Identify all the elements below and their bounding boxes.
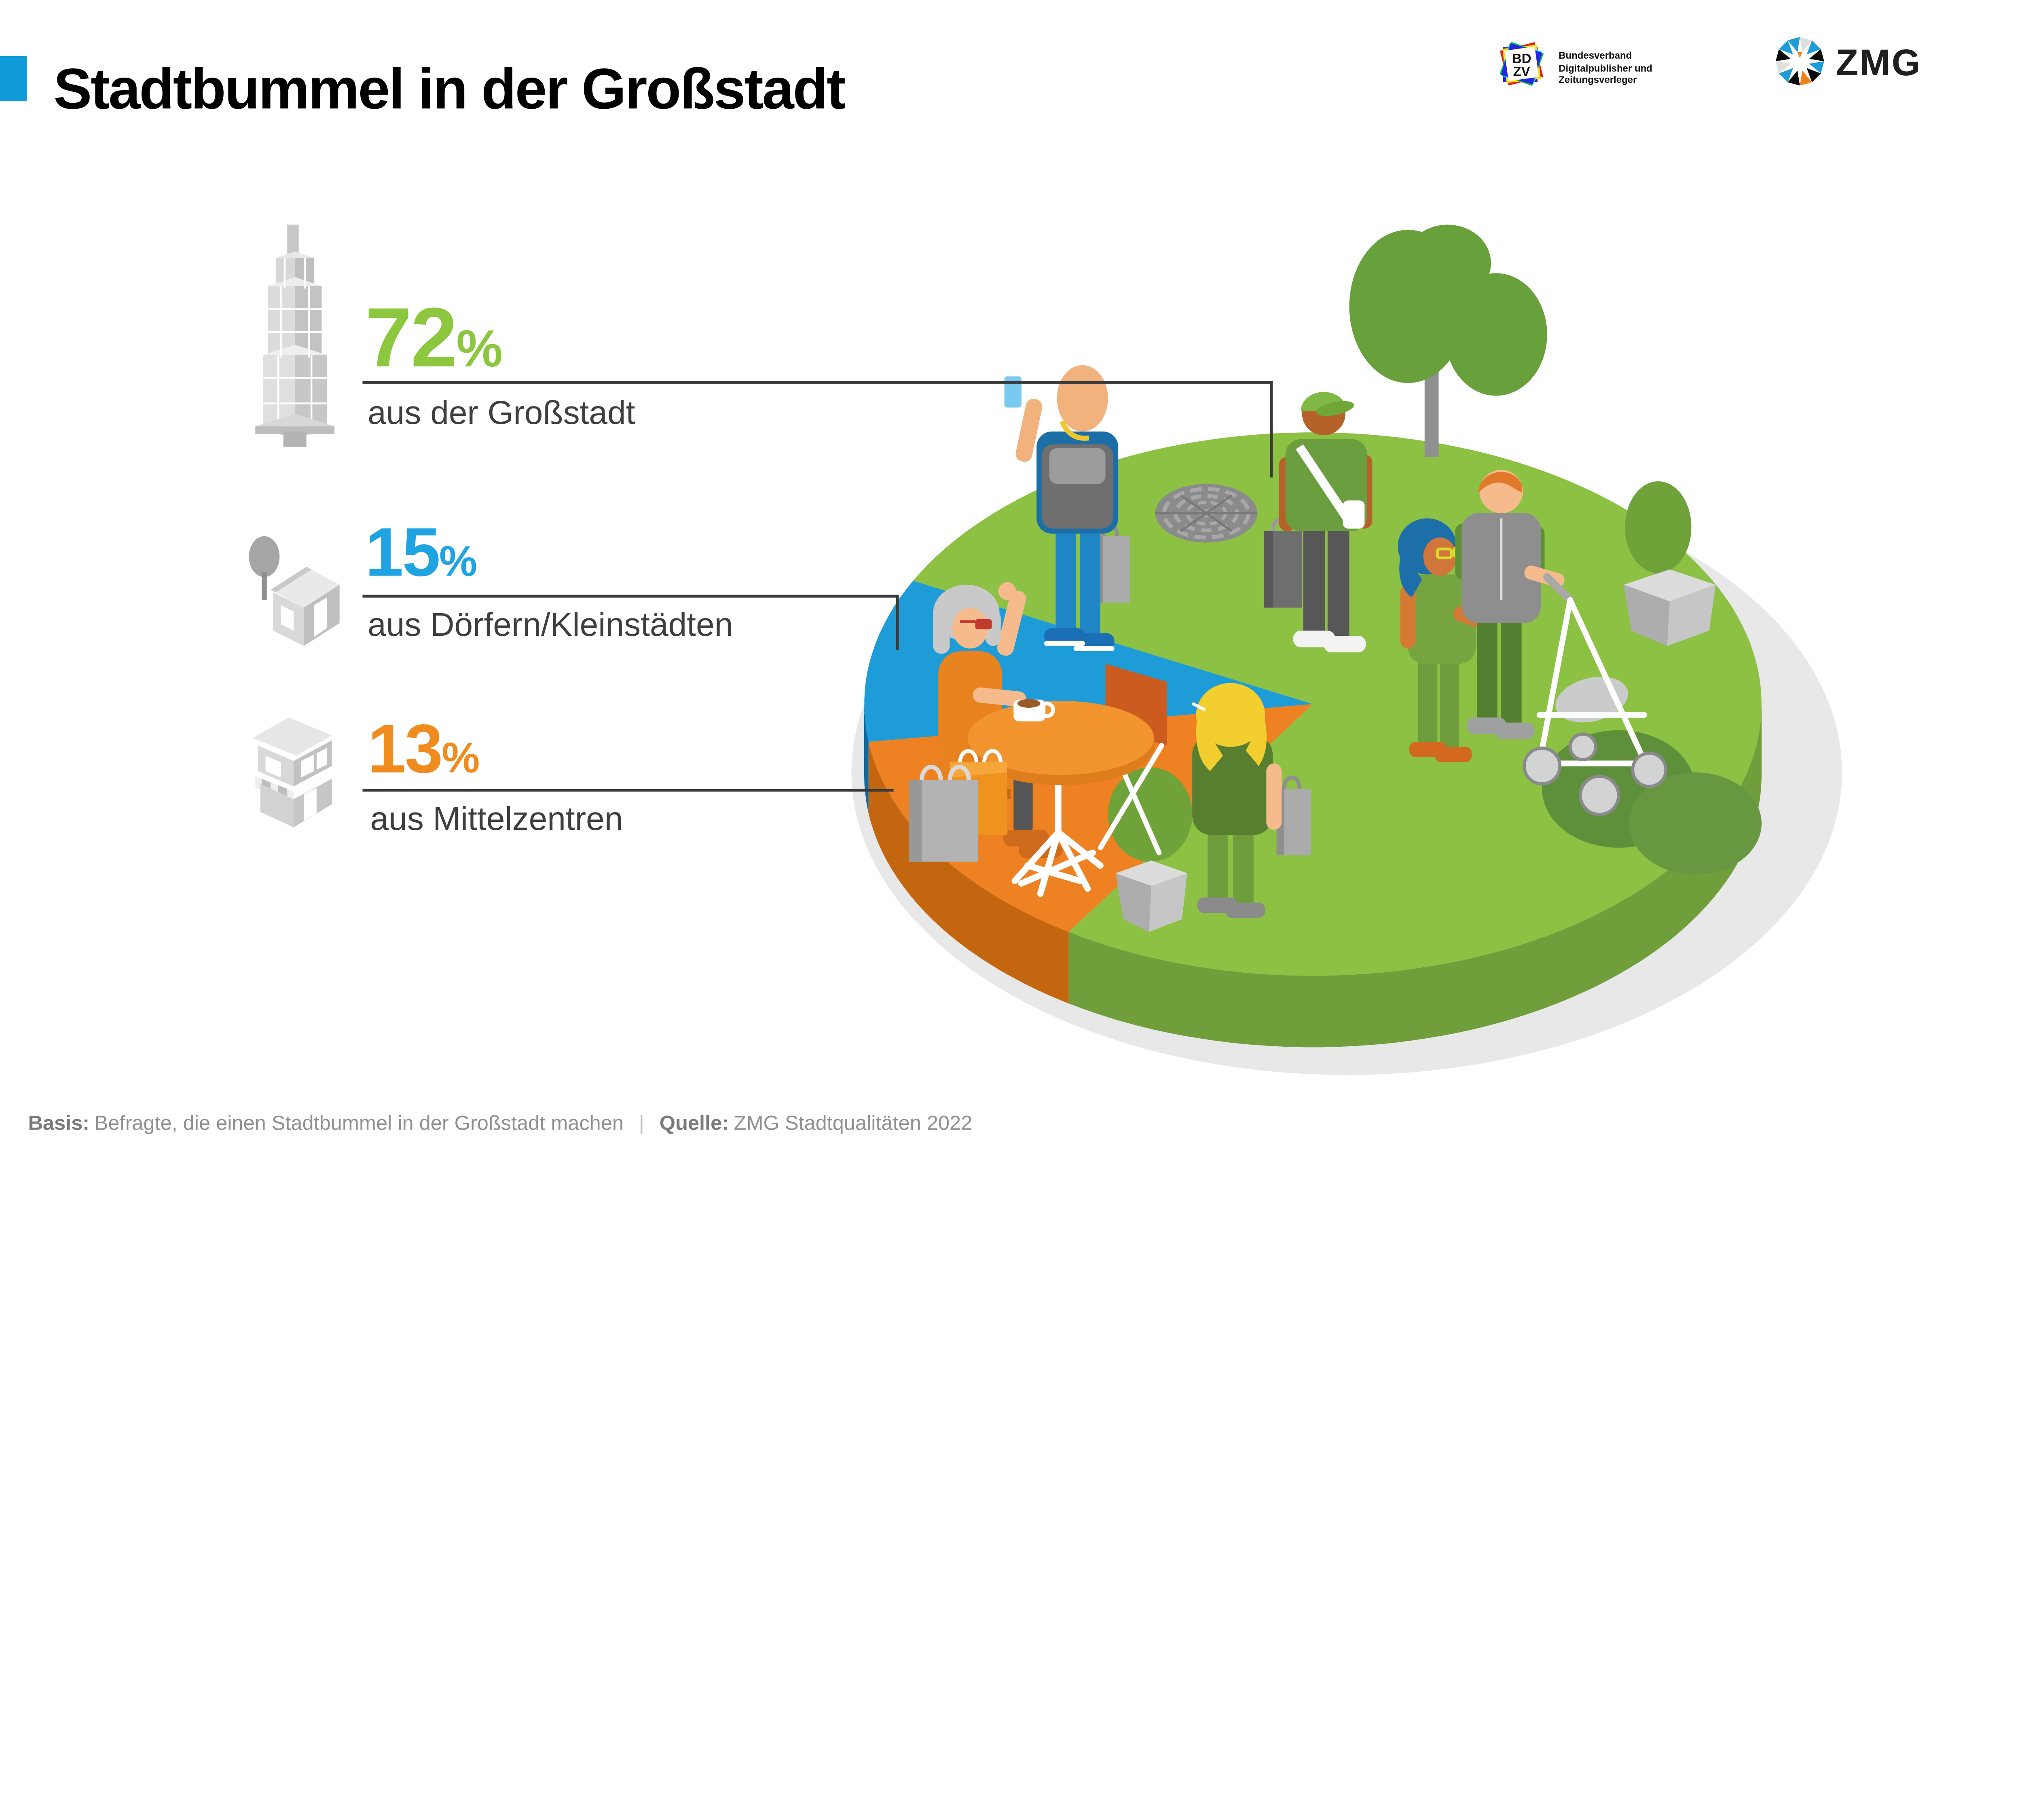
infographic-canvas: Stadtbummel in der Großstadt BD ZV Bunde…	[0, 37, 1922, 1136]
stat-label-grossstadt: aus der Großstadt	[368, 393, 635, 432]
callout-line-15	[362, 595, 899, 650]
town-building-icon	[253, 717, 332, 827]
pie-side-faces	[864, 704, 1762, 1048]
basis-text: Befragte, die einen Stadtbummel in der G…	[94, 1113, 624, 1135]
stroller-icon	[1522, 573, 1668, 816]
stat-label-doerfer: aus Dörfern/Kleinstädten	[368, 605, 733, 643]
callout-line-72	[362, 381, 1273, 478]
coffee-cup-icon	[1013, 699, 1055, 722]
bdzv-label: Bundesverband Digitalpublisher und Zeitu…	[1559, 50, 1652, 86]
potted-plant-icon	[1624, 481, 1716, 646]
footer-source-note: Basis: Befragte, die einen Stadtbummel in…	[28, 1113, 972, 1136]
stat-label-mittelzentren: aus Mittelzentren	[370, 799, 623, 838]
shopping-bags	[909, 749, 1007, 862]
cafe-table	[967, 699, 1154, 897]
person-stroller-man	[1455, 470, 1565, 739]
person-blonde-woman	[1191, 683, 1311, 918]
potted-plant-small-icon	[1108, 767, 1193, 932]
zmg-logo-mark	[1775, 37, 1824, 86]
bdzv-letters-bottom: ZV	[1513, 64, 1530, 79]
quelle-text: ZMG Stadtqualitäten 2022	[734, 1113, 973, 1135]
tree-icon	[1349, 224, 1547, 457]
person-cap-man	[1264, 392, 1373, 653]
park-pie-illustration	[362, 224, 1842, 1075]
basis-label: Basis:	[28, 1113, 90, 1135]
stat-value-13: 13%	[368, 711, 480, 788]
title-accent-square	[0, 56, 27, 101]
pie-side-15	[864, 704, 869, 814]
page-title: Stadtbummel in der Großstadt	[53, 56, 846, 121]
callout-lines	[362, 381, 1273, 792]
bdzv-letters-top: BD	[1512, 51, 1531, 66]
zmg-wordmark: ZMG	[1836, 43, 1922, 85]
village-house-icon	[249, 536, 340, 646]
stat-value-15: 15%	[365, 514, 477, 591]
manhole-cover-icon	[1155, 484, 1258, 543]
stat-value-72: 72%	[365, 290, 503, 385]
pie-side-13	[868, 742, 1069, 1004]
pie-side-72	[1068, 704, 1762, 1048]
bdzv-logo: BD ZV	[1500, 42, 1544, 86]
quelle-label: Quelle:	[659, 1113, 729, 1135]
skyscraper-icon	[255, 224, 335, 447]
footer-separator: |	[639, 1113, 644, 1135]
